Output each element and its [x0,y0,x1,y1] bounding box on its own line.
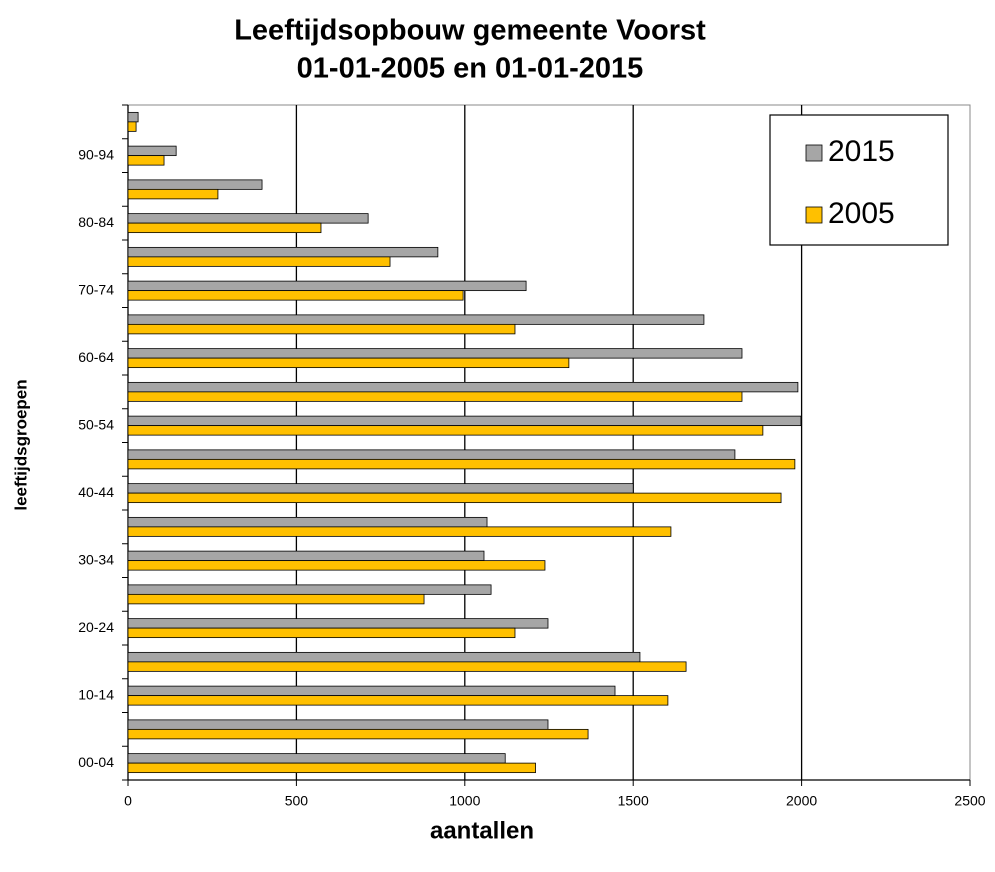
bar [127,661,687,672]
x-tick-label: 2500 [954,793,985,809]
legend-swatch [805,206,823,224]
bar [127,111,139,123]
bar [127,719,549,730]
bar [127,483,634,494]
bar [127,188,219,200]
bar [127,179,263,190]
bar [127,280,527,292]
legend-swatch [805,144,823,162]
bar [127,550,485,562]
x-tick-label: 0 [124,793,132,809]
bar [127,290,464,301]
chart-subtitle: 01-01-2005 en 01-01-2015 [297,53,644,85]
bar [127,222,322,234]
bar [127,516,488,528]
y-axis-label: leeftijdsgroepen [11,379,30,510]
bar [127,155,165,166]
chart-title: Leeftijdsopbouw gemeente Voorst [234,15,706,47]
x-tick-label: 1000 [449,793,480,809]
bar [127,425,764,436]
bar [127,728,589,740]
x-tick-label: 500 [285,793,309,809]
bar [127,391,743,402]
bar [127,213,369,224]
bar [127,618,549,629]
y-tick-label: 60-64 [78,349,114,365]
bar [127,584,492,595]
legend-box [769,114,949,246]
y-tick-label: 00-04 [78,754,114,770]
bar [127,593,425,605]
bar [127,492,782,504]
legend-label: 2015 [828,135,895,168]
bar [127,695,669,706]
bar [127,256,391,267]
x-tick-label: 2000 [786,793,817,809]
y-tick-label: 40-44 [78,484,114,500]
bar [127,314,705,325]
y-tick-label: 20-24 [78,619,114,635]
bar [127,357,570,369]
bar [127,685,616,697]
y-tick-label: 30-34 [78,551,114,567]
bar [127,121,137,132]
bar [127,381,799,393]
bar [127,246,439,258]
bar [127,458,796,470]
bar [127,145,177,157]
y-tick-label: 50-54 [78,416,114,432]
x-tick-label: 1500 [618,793,649,809]
y-tick-label: 10-14 [78,686,114,702]
bar [127,753,506,764]
legend-label: 2005 [828,197,895,230]
bar [127,323,516,335]
bar [127,415,802,427]
y-tick-label: 70-74 [78,281,114,297]
bar [127,560,546,571]
bar [127,627,516,639]
bar [127,762,536,774]
bar [127,348,743,359]
bar [127,651,641,663]
y-tick-label: 90-94 [78,146,114,162]
x-axis-label: aantallen [430,817,534,844]
y-tick-label: 80-84 [78,214,114,230]
bar [127,526,672,537]
bar [127,449,736,460]
